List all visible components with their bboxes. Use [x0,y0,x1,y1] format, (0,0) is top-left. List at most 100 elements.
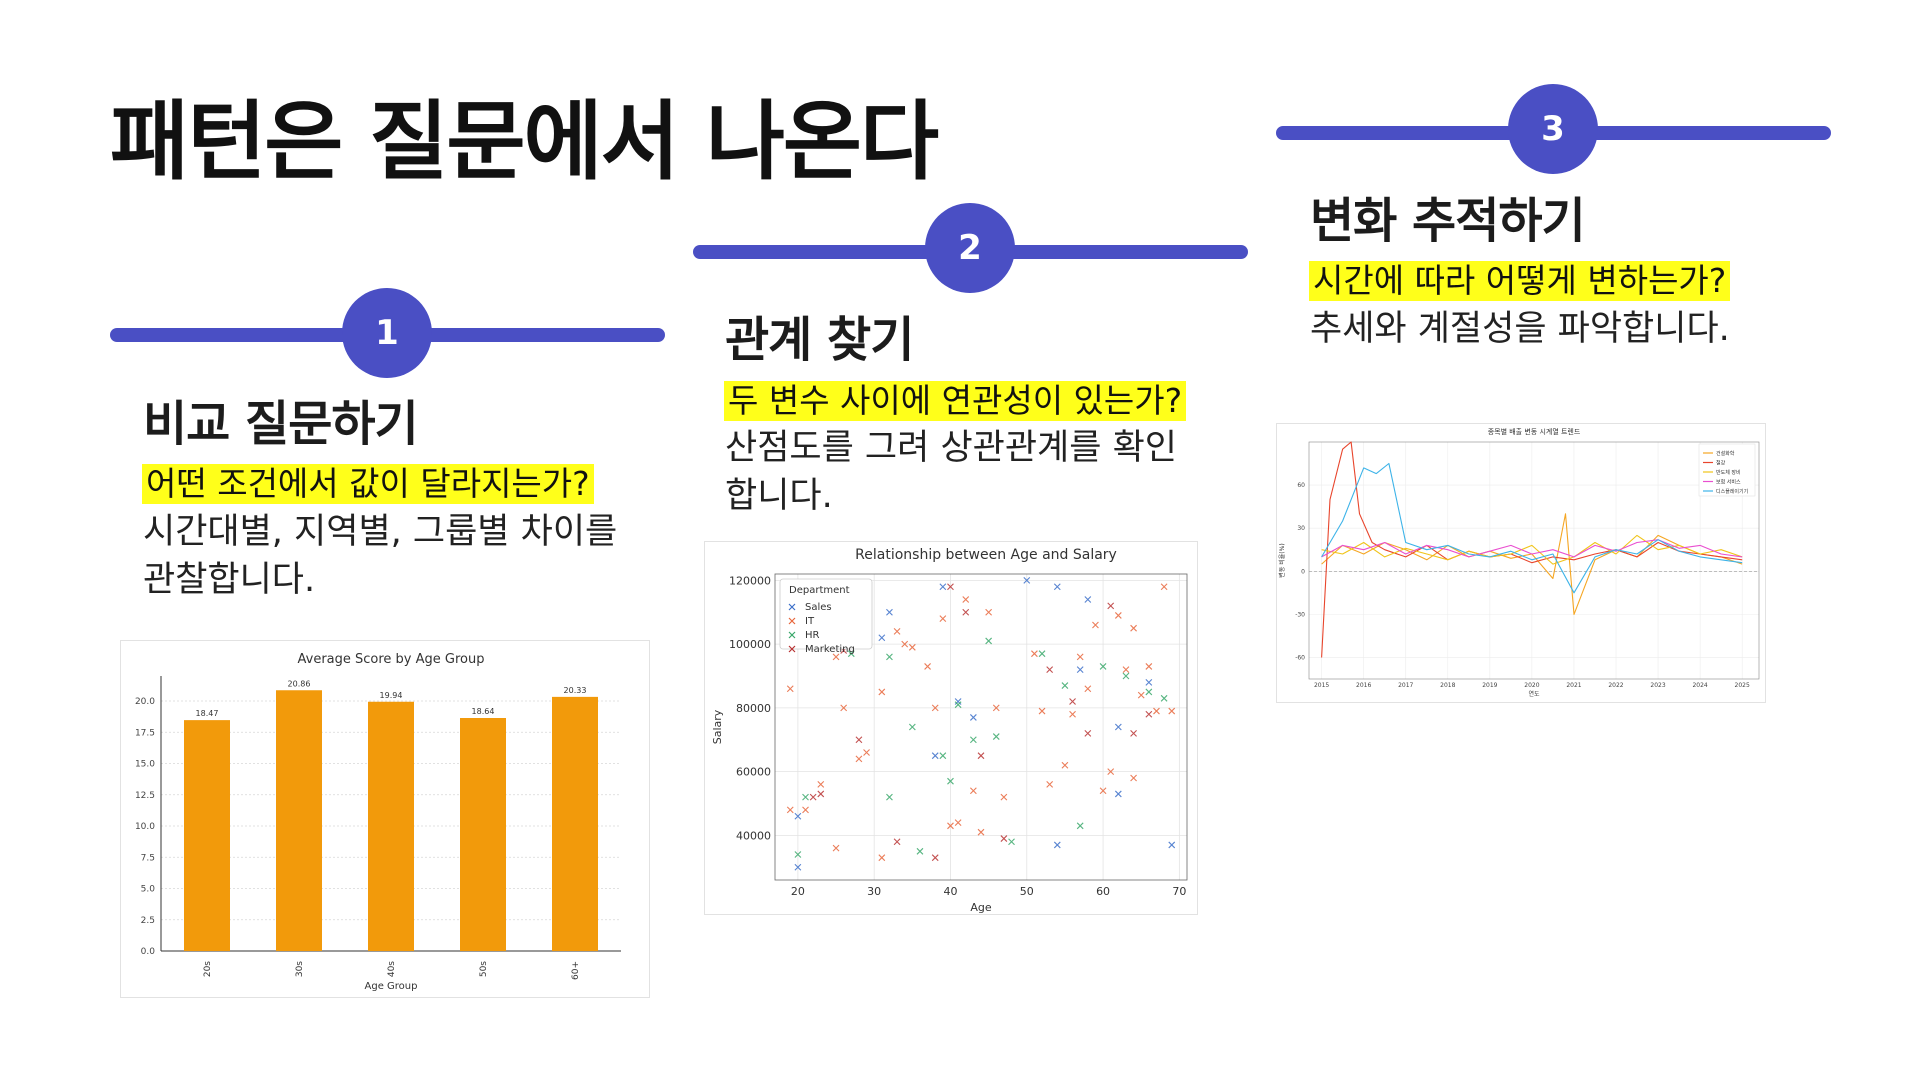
line-chart-ytick-label: 0 [1301,568,1305,575]
line-chart-xtick-label: 2025 [1735,682,1750,689]
scatter-chart-point [1061,682,1069,689]
scatter-chart-point [1114,790,1122,798]
scatter-chart-ytick-label: 60000 [736,766,771,779]
scatter-chart-xtick-label: 20 [791,885,805,898]
scatter-chart-point [802,806,809,814]
scatter-chart-point [1130,729,1137,737]
scatter-chart-point [985,608,993,616]
scatter-chart-point [1076,653,1084,661]
step-3-question: 시간에 따라 어떻게 변하는가? [1309,261,1731,302]
step-1-description: 시간대별, 지역별, 그룹별 차이를 관찰합니다. [143,512,618,600]
scatter-chart-title: Relationship between Age and Salary [855,547,1117,563]
scatter-chart-point [886,793,893,801]
bar-chart-value-label: 18.47 [196,709,219,718]
bar-chart-ytick-label: 5.0 [141,885,156,895]
scatter-chart-point [817,790,825,798]
scatter-chart-point [1008,838,1015,846]
scatter-chart-point [832,844,840,852]
step-2-description: 산점도를 그려 상관관계를 확인 합니다. [725,428,1177,516]
scatter-chart-point [855,736,863,744]
scatter-chart-card: Relationship between Age and Salary 20 30 4… [704,541,1198,915]
scatter-chart-xtick-label: 70 [1172,885,1186,898]
scatter-chart-point [1168,707,1176,715]
line-chart-xtick-label: 2024 [1692,682,1707,689]
bar-chart-card: Average Score by Age Group 0.0 2.5 5.0 7.5 10… [120,640,650,998]
bar-chart-value-label: 20.33 [564,686,587,695]
scatter-chart-point [924,663,931,670]
line-chart-legend-label: 반도체 장비 [1716,469,1741,476]
bar-chart-xtick-label: 40s [387,961,397,977]
scatter-chart-point [901,640,909,648]
scatter-chart-point [1076,666,1084,674]
line-chart-ytick-label: -60 [1295,654,1305,661]
scatter-chart-point [1046,780,1054,788]
scatter-chart-point [1099,663,1107,670]
scatter-chart-point [893,838,901,846]
scatter-chart-point [1084,729,1092,737]
scatter-chart-point [992,704,1000,712]
scatter-chart-point [931,854,939,862]
scatter-chart-point [878,634,886,642]
scatter-chart-point [863,749,870,756]
scatter-chart-point [1107,768,1115,776]
step-3-number-badge: 3 [1508,84,1598,174]
scatter-chart-frame [774,573,1188,881]
scatter-chart-point [1069,698,1076,705]
line-chart-series-line [1321,462,1743,594]
line-chart-xtick-label: 2018 [1440,682,1455,689]
bar-chart-xtick-label: 50s [479,961,489,977]
line-chart-series-line [1321,539,1743,558]
scatter-chart-point [794,863,802,871]
scatter-chart-point [1114,612,1122,619]
bar-chart-bar [276,690,322,951]
scatter-chart-point [1061,761,1069,769]
scatter-chart-point [1046,666,1054,674]
scatter-chart-point [969,736,977,744]
scatter-chart-ytick-label: 40000 [736,829,771,842]
scatter-chart-point [886,608,893,616]
line-chart-legend-label: 철강 [1716,460,1726,467]
bar-chart: Average Score by Age Group 0.0 2.5 5.0 7.5 10… [135,652,621,992]
scatter-chart-point [1122,672,1130,680]
scatter-chart-point [977,752,985,760]
scatter-chart-point [1000,793,1008,801]
scatter-chart-point [931,752,939,760]
scatter-chart-point [786,806,794,814]
scatter-chart-legend-label: Sales [805,602,832,613]
scatter-chart-point [1160,694,1168,702]
scatter-chart-point [1038,650,1046,658]
line-chart-xtick-label: 2015 [1314,682,1329,689]
scatter-chart-point [931,704,939,712]
scatter-chart-point [947,822,954,830]
scatter-chart-point [794,851,802,858]
scatter-chart-point [1053,841,1061,849]
scatter-chart-point [1069,710,1076,718]
scatter-chart-point [985,637,993,645]
line-chart: 종목별 배출 변동 시계열 트렌드 2015 2016 2017 2018 2019 202… [1278,427,1760,698]
scatter-chart-point [809,793,817,801]
scatter-chart-point [1145,710,1153,718]
scatter-chart-xtick-label: 60 [1096,885,1110,898]
line-chart-frame [1308,441,1760,680]
step-3-heading: 변화 추적하기 [1310,193,1586,249]
scatter-chart-legend-label: IT [805,616,815,627]
scatter-chart-point [802,793,809,801]
scatter-chart-xtick-label: 40 [943,885,957,898]
scatter-chart-legend-label: Marketing [805,644,855,655]
scatter-chart-point [1092,621,1099,629]
step-2-question: 두 변수 사이에 연관성이 있는가? [724,381,1187,422]
scatter-chart-legend-marker [788,617,796,625]
scatter-chart-xtick-label: 50 [1020,885,1034,898]
scatter-chart-point [1153,707,1160,715]
scatter-chart-point [992,733,1000,740]
line-chart-ylabel: 변동 비율(%) [1278,543,1286,577]
scatter-chart-point [939,615,947,623]
line-chart-xtick-label: 2017 [1398,682,1413,689]
scatter-chart-point [962,608,970,616]
scatter-chart-point [794,812,802,820]
step-1-question: 어떤 조건에서 값이 달라지는가? [142,464,594,505]
bar-chart-ytick-label: 2.5 [141,916,155,926]
scatter-chart-legend-marker [788,603,796,611]
scatter-chart-point [878,854,886,862]
scatter-chart-point [939,752,947,760]
